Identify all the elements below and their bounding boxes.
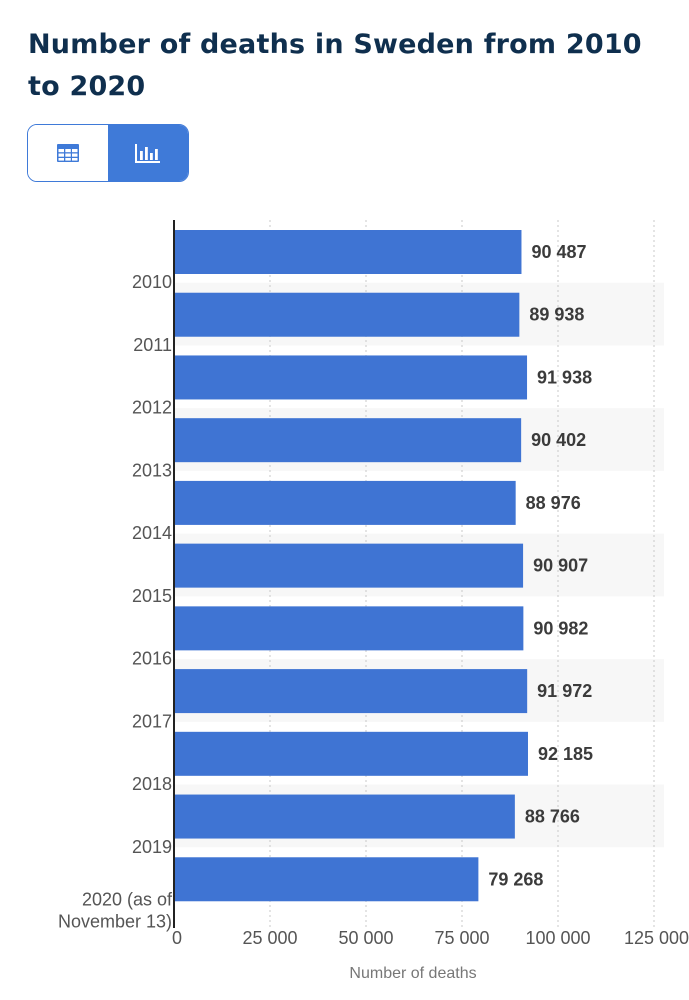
page-title: Number of deaths in Sweden from 2010 to … xyxy=(28,29,642,102)
x-tick-label: 25 000 xyxy=(242,928,297,948)
bar xyxy=(174,794,515,839)
bar xyxy=(174,355,528,400)
bar xyxy=(174,857,479,902)
value-label: 91 938 xyxy=(537,367,592,387)
category-label: 2018 xyxy=(132,774,172,794)
value-label: 91 972 xyxy=(537,681,592,701)
category-label: 2020 (as of November 13) xyxy=(58,890,173,932)
chart-view-button[interactable] xyxy=(108,125,188,181)
table-view-button[interactable] xyxy=(28,125,108,181)
category-label: 2010 xyxy=(132,272,172,292)
bar xyxy=(174,606,524,651)
category-label: 2011 xyxy=(133,335,172,355)
x-tick-label: 100 000 xyxy=(525,928,590,948)
value-label: 90 487 xyxy=(531,242,586,262)
value-label: 90 982 xyxy=(533,618,588,638)
bar xyxy=(174,731,528,776)
category-label: 2013 xyxy=(132,460,172,480)
category-label: 2012 xyxy=(132,398,172,418)
bar xyxy=(174,418,522,463)
bar xyxy=(174,292,520,337)
x-tick-label: 0 xyxy=(172,928,182,948)
value-label: 90 402 xyxy=(531,430,586,450)
category-label: 2017 xyxy=(132,711,172,731)
x-axis-title: Number of deaths xyxy=(349,965,476,982)
x-tick-label: 50 000 xyxy=(338,928,393,948)
category-label: 2014 xyxy=(132,523,172,543)
value-label: 79 268 xyxy=(488,869,543,889)
value-label: 90 907 xyxy=(533,556,588,576)
value-label: 92 185 xyxy=(538,744,593,764)
value-label: 88 976 xyxy=(526,493,581,513)
category-label: 2016 xyxy=(132,649,172,669)
category-label: 2015 xyxy=(132,586,172,606)
view-toggle xyxy=(27,124,189,182)
table-icon xyxy=(57,144,79,162)
value-label: 89 938 xyxy=(529,305,584,325)
value-label: 88 766 xyxy=(525,807,580,827)
bar xyxy=(174,480,516,525)
bar xyxy=(174,669,528,714)
bar xyxy=(174,230,522,274)
bar-chart-icon xyxy=(135,144,160,163)
bar xyxy=(174,543,524,588)
x-tick-label: 125 000 xyxy=(624,928,689,948)
x-tick-label: 75 000 xyxy=(434,928,489,948)
category-label: 2019 xyxy=(132,837,172,857)
